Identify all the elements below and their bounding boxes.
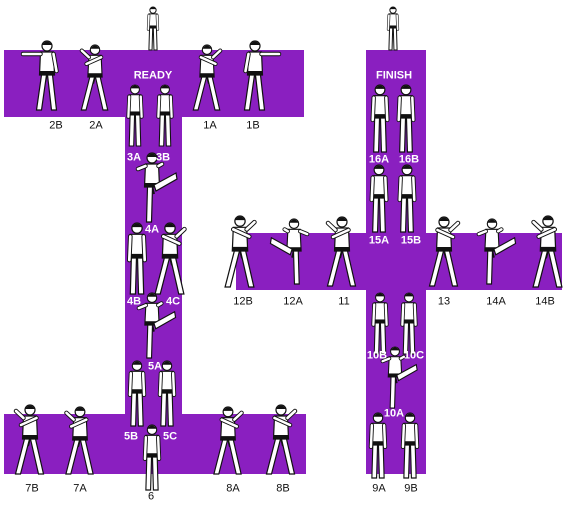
figure-14a bbox=[476, 218, 517, 285]
step-label-2a: 2A bbox=[89, 119, 103, 132]
figure-10b bbox=[371, 292, 389, 355]
figure-10c bbox=[400, 292, 418, 355]
figure-1b bbox=[243, 40, 282, 111]
step-label-15b: 15B bbox=[400, 234, 422, 247]
figure-3b bbox=[156, 84, 174, 147]
step-label-7a: 7A bbox=[73, 482, 87, 495]
figure-4c bbox=[136, 292, 177, 359]
figure-4a bbox=[126, 222, 148, 295]
figure-9a bbox=[368, 412, 388, 479]
step-label-1a: 1A bbox=[203, 119, 217, 132]
figure-7a bbox=[64, 406, 94, 475]
step-label-4b: 4B bbox=[126, 295, 142, 308]
step-label-16a: 16A bbox=[368, 153, 390, 166]
figure-5a-2 bbox=[157, 360, 177, 427]
ready-label: READY bbox=[133, 69, 173, 82]
step-label-10b: 10B bbox=[366, 349, 388, 362]
figures-layer bbox=[13, 6, 563, 491]
figure-12b bbox=[224, 215, 257, 288]
step-label-16b: 16B bbox=[398, 153, 420, 166]
figure-2b bbox=[20, 40, 59, 111]
step-label-5b: 5B bbox=[123, 430, 139, 443]
step-label-9b: 9B bbox=[404, 482, 418, 495]
step-label-2b: 2B bbox=[49, 119, 63, 132]
step-label-10c: 10C bbox=[403, 349, 425, 362]
figure-1a bbox=[192, 44, 223, 111]
step-label-10a: 10A bbox=[383, 407, 405, 420]
step-label-8b: 8B bbox=[276, 482, 290, 495]
figure-7b bbox=[13, 404, 45, 475]
step-label-11: 11 bbox=[338, 295, 350, 308]
figure-3a bbox=[126, 84, 144, 147]
figure-4a-2 bbox=[154, 222, 187, 295]
step-label-12b: 12B bbox=[233, 295, 253, 308]
figure-5a bbox=[127, 360, 147, 427]
figure-15b bbox=[397, 164, 417, 233]
finish-figure bbox=[386, 6, 400, 51]
figure-9b bbox=[400, 412, 420, 479]
figure-8b bbox=[265, 404, 298, 475]
figure-14b bbox=[531, 215, 563, 288]
step-label-8a: 8A bbox=[226, 482, 240, 495]
step-label-9a: 9A bbox=[372, 482, 386, 495]
step-label-15a: 15A bbox=[368, 234, 390, 247]
step-label-4c: 4C bbox=[165, 295, 181, 308]
figure-kick-3-4 bbox=[135, 152, 178, 223]
figure-15a bbox=[369, 164, 389, 233]
step-label-5c: 5C bbox=[162, 430, 178, 443]
step-label-3a: 3A bbox=[126, 151, 142, 164]
step-label-14b: 14B bbox=[535, 295, 555, 308]
figure-13 bbox=[428, 216, 461, 287]
finish-label: FINISH bbox=[375, 69, 413, 82]
figure-8a bbox=[213, 406, 244, 475]
figure-10-kick bbox=[380, 346, 418, 409]
step-label-12a: 12A bbox=[283, 295, 303, 308]
step-label-5a: 5A bbox=[147, 360, 163, 373]
step-label-4a: 4A bbox=[144, 223, 160, 236]
figure-2a bbox=[79, 44, 109, 111]
ready-figure bbox=[146, 6, 160, 51]
figure-16a bbox=[370, 84, 390, 153]
step-label-1b: 1B bbox=[246, 119, 260, 132]
step-label-6: 6 bbox=[147, 490, 155, 503]
figure-16b bbox=[396, 84, 416, 153]
step-label-13: 13 bbox=[437, 295, 451, 308]
figure-6 bbox=[142, 424, 162, 491]
figure-12a bbox=[269, 218, 310, 285]
step-label-3b: 3B bbox=[155, 151, 171, 164]
step-label-7b: 7B bbox=[25, 482, 39, 495]
figure-11 bbox=[325, 216, 357, 287]
step-label-14a: 14A bbox=[486, 295, 506, 308]
